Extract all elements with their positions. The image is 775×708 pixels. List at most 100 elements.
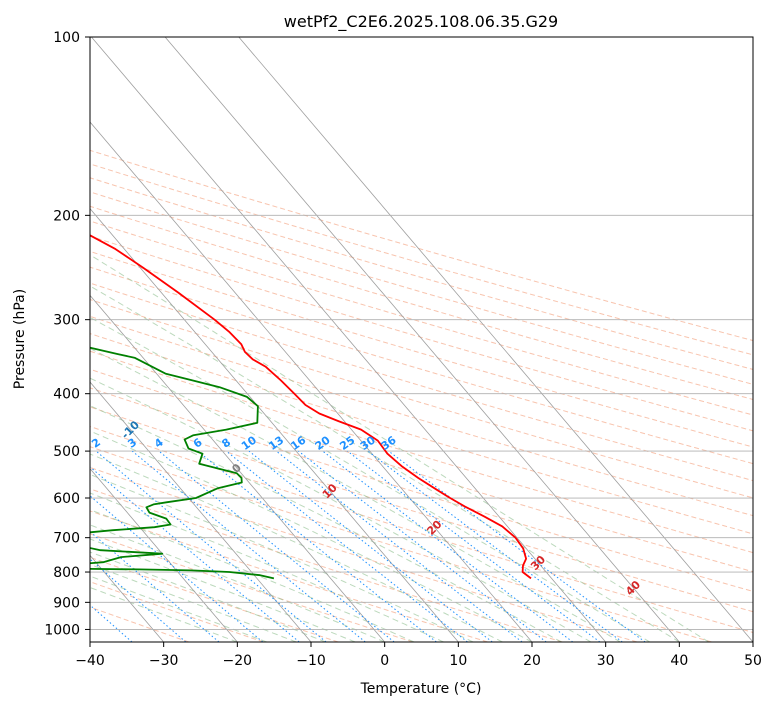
- mixing-ratio-label: 6: [191, 436, 205, 451]
- y-tick-label: 1000: [44, 622, 80, 638]
- chart-title: wetPf2_C2E6.2025.108.06.35.G29: [284, 12, 558, 32]
- mixing-ratio-line: [388, 450, 646, 642]
- mixing-ratio-line: [197, 450, 437, 642]
- x-tick-label: −30: [149, 653, 179, 669]
- dry-adiabat: [90, 406, 753, 613]
- x-tick-label: 30: [597, 653, 615, 669]
- dry-adiabat: [90, 205, 753, 400]
- line-labels: 0.10.20.40.611.52346810131620253036-100-…: [0, 389, 643, 598]
- moist-adiabat: [90, 492, 444, 642]
- mixing-ratio-label: 36: [379, 433, 399, 453]
- x-tick-label: 50: [744, 653, 762, 669]
- x-tick-label: 0: [380, 653, 389, 669]
- moist-adiabat: [90, 430, 533, 642]
- x-tick-label: 40: [670, 653, 688, 669]
- moist-adiabat: [90, 575, 267, 642]
- sounding-profiles: [90, 234, 532, 580]
- mixing-ratio-label: 2: [89, 436, 103, 451]
- mixing-ratio-label: 10: [239, 433, 259, 453]
- y-tick-label: 800: [53, 565, 80, 581]
- mixing-ratio-line: [95, 450, 327, 642]
- plot-frame: [89, 36, 754, 643]
- mixing-ratio-line: [90, 530, 220, 642]
- dry-adiabat: [90, 446, 712, 642]
- x-tick-label: −10: [296, 653, 326, 669]
- mixing-ratio-label: 30: [358, 433, 378, 453]
- y-tick-label: 600: [53, 491, 80, 507]
- dry-adiabat: [90, 235, 753, 432]
- mixing-ratio-line: [298, 450, 547, 642]
- dry-adiabat: [90, 556, 339, 642]
- isotherm: [90, 208, 459, 642]
- dry-adiabat-label: -10: [119, 418, 142, 441]
- dry-adiabat: [90, 533, 414, 642]
- dry-adiabat: [90, 466, 638, 642]
- x-tick-label: −40: [75, 653, 105, 669]
- moist-adiabat: [90, 524, 385, 642]
- dry-adiabat: [90, 315, 753, 517]
- mixing-ratio-line: [90, 466, 300, 642]
- moist-adiabat: [90, 538, 356, 642]
- dry-adiabat: [90, 581, 264, 642]
- mixing-ratio-line: [90, 495, 264, 642]
- dry-adiabat: [90, 220, 753, 416]
- mixing-ratio-label: 4: [152, 436, 166, 451]
- isotherm: [238, 37, 753, 642]
- moist-adiabat-label: 20: [424, 517, 444, 537]
- axes: −40 −30 −20 −10 0 10 20 30 40 50 100 200 300 400 500 60…: [44, 30, 762, 669]
- isotherm: [90, 294, 385, 642]
- isotherm: [90, 468, 238, 642]
- dry-adiabat: [90, 368, 753, 573]
- moist-adiabat: [90, 509, 415, 642]
- moist-adiabat-label: 30: [528, 553, 548, 573]
- x-tick-label: 20: [523, 653, 541, 669]
- y-tick-label: 900: [53, 595, 80, 611]
- mixing-ratio-label: 20: [313, 433, 333, 453]
- isotherm: [91, 37, 606, 642]
- y-tick-label: 200: [53, 208, 80, 224]
- mixing-ratio-label: 1: [31, 436, 45, 451]
- dry-adiabat-label: -20: [20, 389, 43, 412]
- moist-adiabat: [90, 347, 621, 642]
- moist-adiabat: [90, 316, 651, 642]
- y-tick-label: 700: [53, 531, 80, 547]
- x-axis-label: Temperature (°C): [360, 681, 482, 697]
- x-tick-label: 10: [449, 653, 467, 669]
- temperature-profile: [90, 234, 532, 580]
- dry-adiabat: [90, 163, 753, 356]
- isotherm: [164, 37, 680, 642]
- mixing-ratio-line: [158, 450, 395, 642]
- moist-adiabat: [90, 551, 326, 642]
- y-tick-label: 500: [53, 444, 80, 460]
- moist-adiabat: [90, 377, 592, 642]
- moist-adiabat: [90, 285, 680, 642]
- x-tick-label: −20: [223, 653, 253, 669]
- dry-adiabat: [90, 149, 753, 342]
- y-tick-label: 300: [53, 313, 80, 329]
- isotherm: [90, 381, 312, 642]
- skewt-background-lines: [90, 37, 753, 642]
- moist-adiabat: [90, 254, 710, 642]
- moist-adiabat-label: 40: [623, 578, 643, 598]
- dry-adiabat: [90, 191, 753, 385]
- dewpoint-profile: [90, 346, 275, 580]
- y-tick-label: 100: [53, 30, 80, 46]
- dry-adiabat: [90, 177, 753, 370]
- mixing-ratio-line: [275, 450, 523, 642]
- y-tick-label: 400: [53, 387, 80, 403]
- mixing-ratio-line: [347, 450, 601, 642]
- mixing-ratio-label: 0.6: [0, 432, 9, 454]
- mixing-ratio-line: [367, 450, 623, 642]
- mixing-ratio-label: 8: [219, 436, 233, 451]
- mixing-ratio-line: [90, 558, 187, 642]
- dry-adiabat: [90, 510, 488, 642]
- mixing-ratio-label: 16: [288, 433, 308, 453]
- isotherm: [90, 121, 533, 642]
- moist-adiabat: [90, 453, 503, 642]
- mixing-ratio-line: [131, 450, 366, 642]
- moist-adiabat: [90, 586, 238, 642]
- y-axis-label: Pressure (hPa): [12, 289, 28, 389]
- moist-adiabat: [90, 405, 562, 642]
- dry-adiabat: [90, 333, 753, 535]
